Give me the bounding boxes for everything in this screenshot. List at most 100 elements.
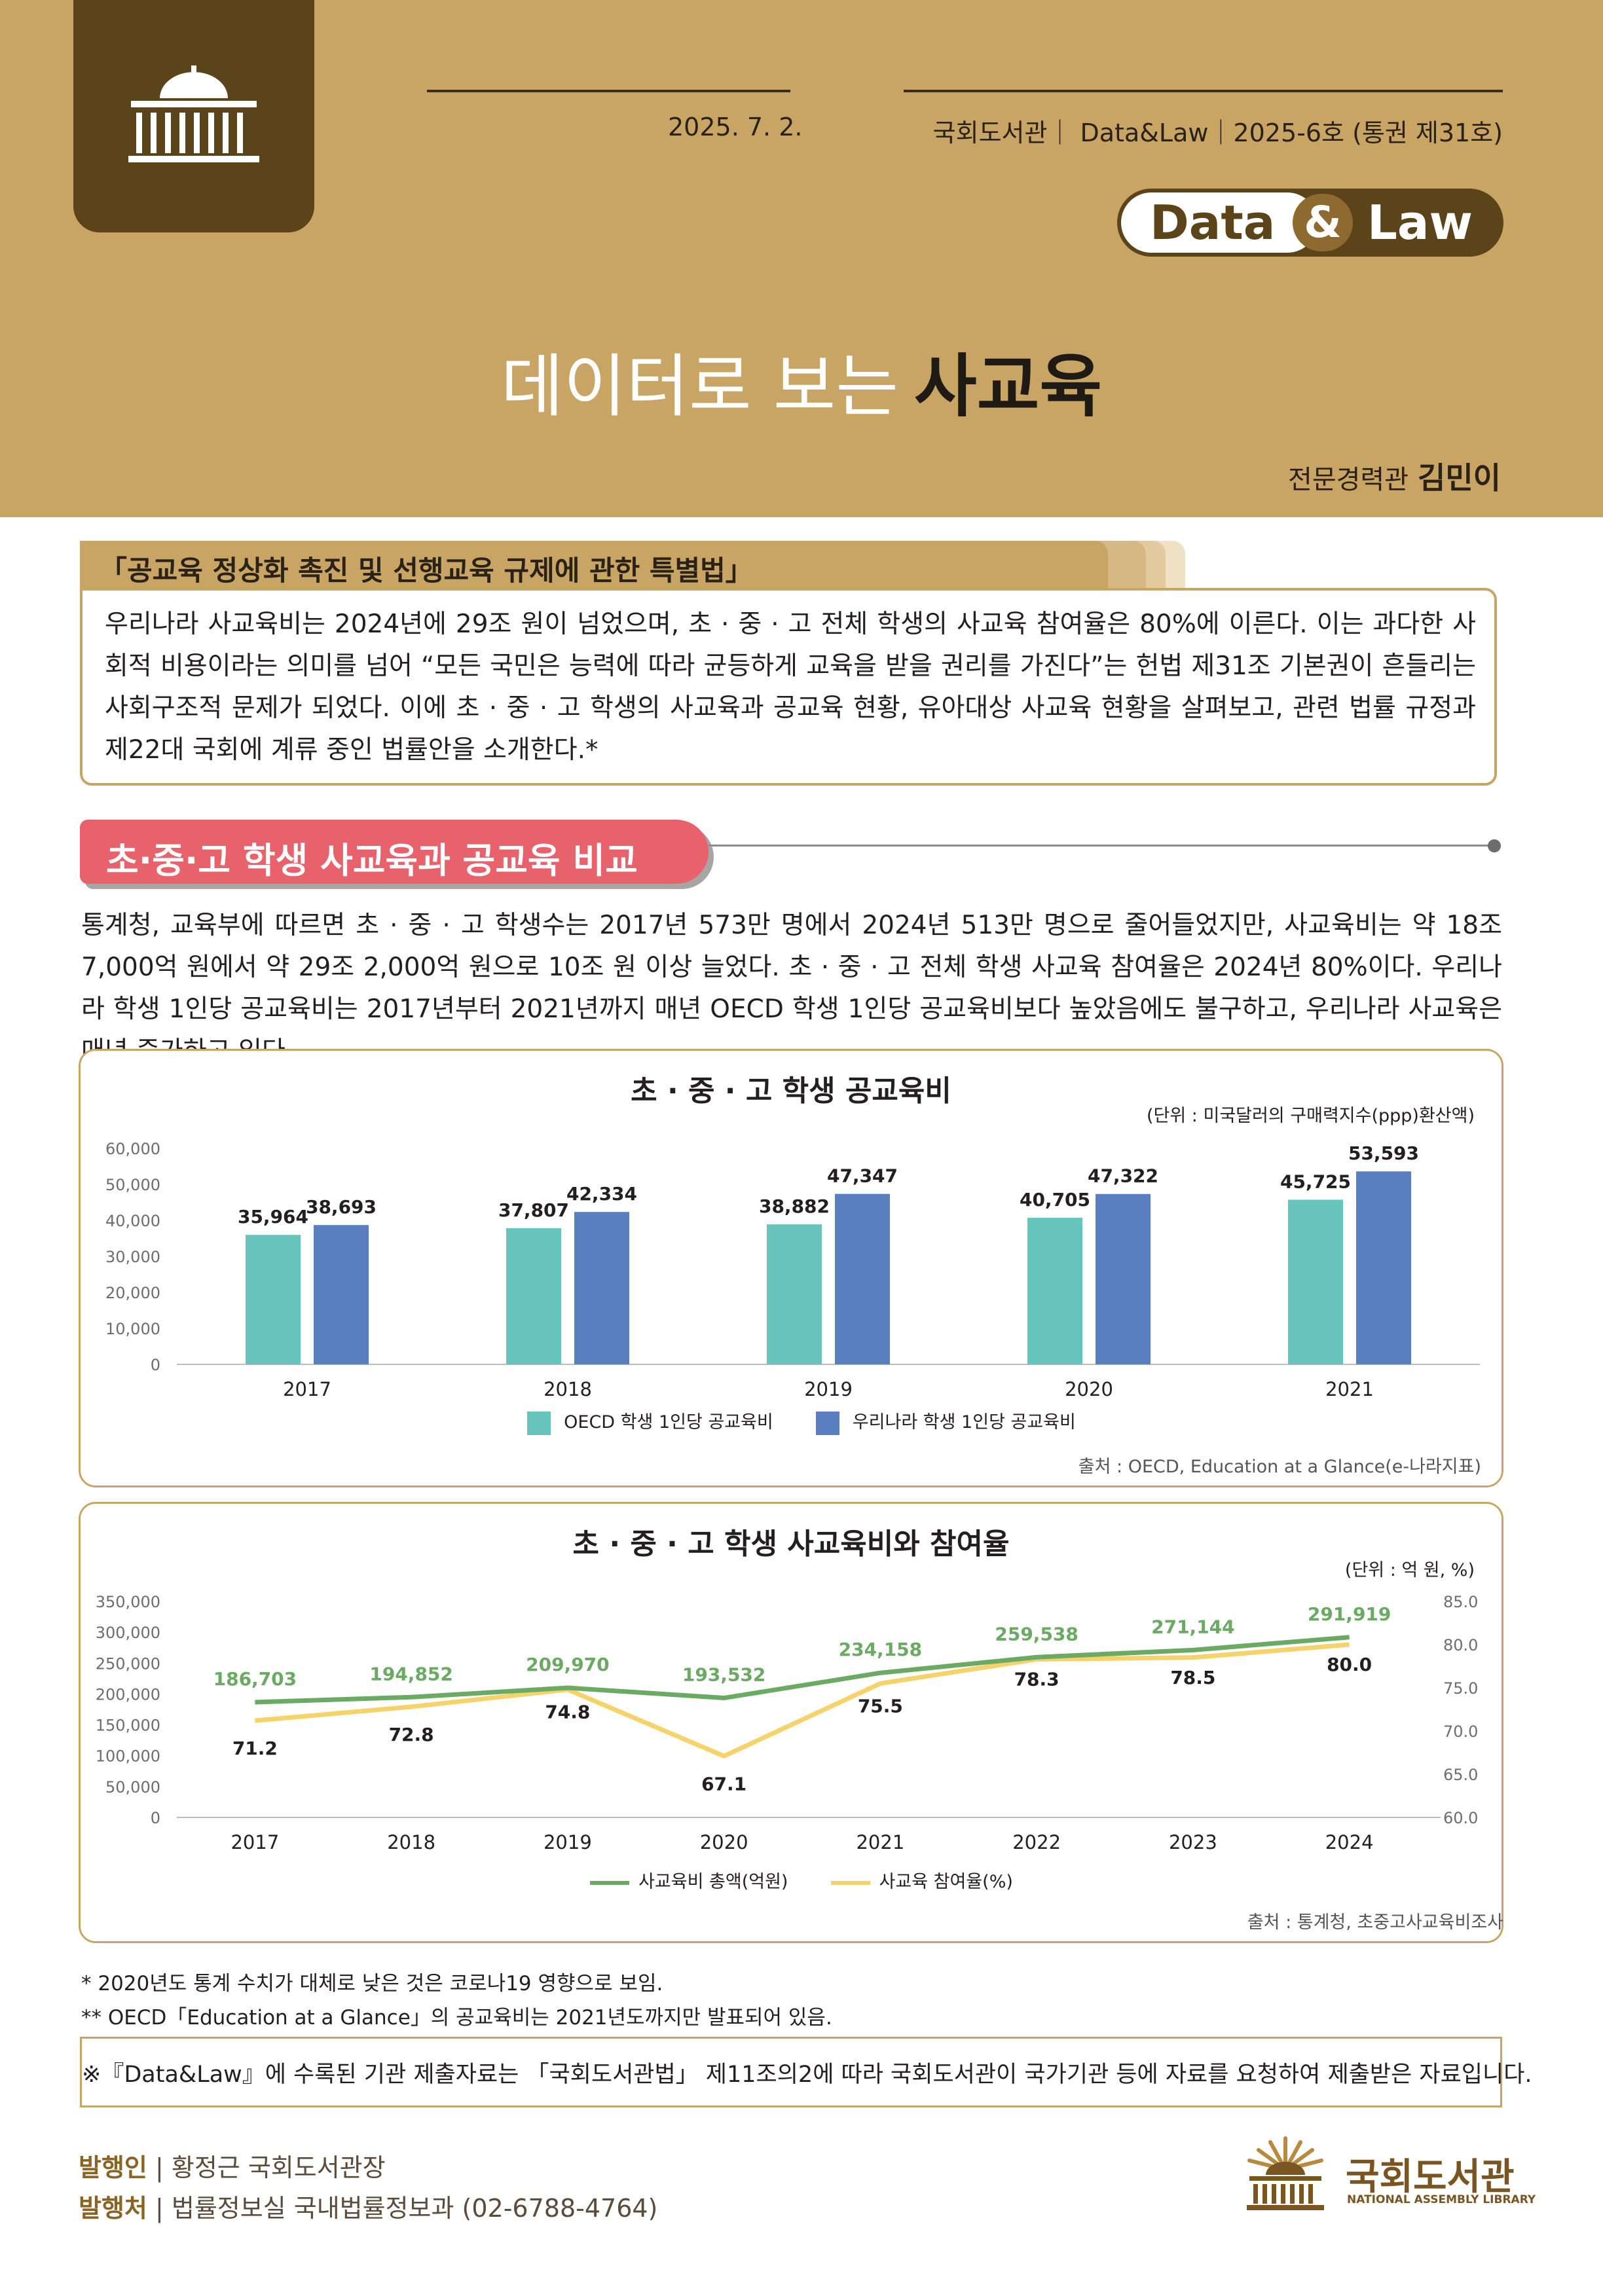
publisher-line: 발행인 | 황정근 국회도서관장 xyxy=(79,2153,386,2182)
law-box-text: 우리나라 사교육비는 2024년에 29조 원이 넘었으며, 초 · 중 · 고… xyxy=(105,610,1476,765)
chart2-xtick: 2017 xyxy=(230,1831,279,1853)
chart1-data-label: 37,807 xyxy=(498,1199,569,1221)
chart1-ytick: 0 xyxy=(151,1356,160,1374)
legend-total-label: 사교육비 총액(억원) xyxy=(638,1872,788,1892)
footnote-2: ** OECD「Education at a Glance」의 공교육비는 20… xyxy=(81,2006,832,2030)
chart2-series-total xyxy=(255,1635,1350,1705)
section-rule xyxy=(709,845,1494,847)
chart2-total-label: 259,538 xyxy=(995,1623,1078,1645)
section-body-text: 통계청, 교육부에 따르면 초 · 중 · 고 학생수는 2017년 573만 … xyxy=(81,911,1502,1066)
chart1-ytick: 60,000 xyxy=(105,1140,160,1158)
chart2-title: 초 · 중 · 고 학생 사교육비와 참여율 xyxy=(572,1527,1010,1561)
chart1-xtick: 2021 xyxy=(1325,1378,1374,1400)
chart2-total-label: 209,970 xyxy=(526,1654,610,1675)
chart1-data-label: 38,882 xyxy=(759,1195,830,1217)
chart2-total-label: 193,532 xyxy=(682,1664,766,1686)
chart2-ytick-left: 150,000 xyxy=(96,1717,160,1735)
chart1-bar xyxy=(767,1224,822,1364)
publication-info: 국회도서관｜ Data&Law｜2025-6호 (통권 제31호) xyxy=(932,118,1503,147)
chart1-bar xyxy=(314,1225,369,1364)
chart2-ytick-right: 75.0 xyxy=(1443,1679,1478,1698)
author-name: 김민이 xyxy=(1418,460,1501,496)
chart1-xtick: 2017 xyxy=(283,1378,331,1400)
chart1-data-label: 53,593 xyxy=(1348,1142,1419,1164)
chart1-ytick: 50,000 xyxy=(105,1176,160,1194)
chart2-rate-label: 80.0 xyxy=(1327,1654,1372,1675)
assembly-logo-tab xyxy=(73,0,314,232)
chart2-total-label: 186,703 xyxy=(213,1668,297,1690)
legend-oecd-swatch xyxy=(527,1411,551,1435)
chart1-data-label: 47,322 xyxy=(1088,1165,1158,1187)
chart1-bar xyxy=(1096,1194,1151,1364)
chart2-xtick: 2019 xyxy=(544,1831,592,1853)
chart2-xtick: 2024 xyxy=(1325,1831,1374,1853)
assembly-building-icon xyxy=(128,65,259,162)
header-rule-left xyxy=(427,90,790,92)
chart1-ytick: 40,000 xyxy=(105,1212,160,1230)
chart1-bar xyxy=(574,1212,629,1364)
chart1-xtick: 2020 xyxy=(1065,1378,1113,1400)
chart2-xtick: 2020 xyxy=(700,1831,748,1853)
chart1-bar xyxy=(506,1228,561,1364)
legend-korea: 우리나라 학생 1인당 공교육비 xyxy=(815,1411,1076,1435)
chart1-bar xyxy=(246,1235,301,1364)
badge-law: Law xyxy=(1367,195,1473,250)
chart1-data-label: 38,693 xyxy=(306,1196,377,1218)
chart1-bar xyxy=(1027,1218,1082,1364)
chart2-total-label: 271,144 xyxy=(1151,1616,1235,1637)
chart2-ytick-right: 80.0 xyxy=(1443,1636,1478,1654)
chart2-plot: 0 50,000 100,000 150,000 200,000 250,000 300,0… xyxy=(96,1593,1479,1853)
chart2-ytick-right: 60.0 xyxy=(1443,1809,1478,1827)
chart1-data-label: 40,705 xyxy=(1020,1189,1090,1211)
chart2-rate-label: 74.8 xyxy=(545,1702,590,1723)
publisher-name: 황정근 국회도서관장 xyxy=(171,2153,386,2182)
footnote-1: * 2020년도 통계 수치가 대체로 낮은 것은 코로나19 영향으로 보임. xyxy=(81,1972,663,1995)
chart1-data-label: 45,725 xyxy=(1280,1171,1351,1193)
chart2-xtick: 2021 xyxy=(856,1831,904,1853)
section-title: 초·중·고 학생 사교육과 공교육 비교 xyxy=(106,840,638,881)
legend-rate-line xyxy=(830,1880,870,1885)
chart1-data-label: 42,334 xyxy=(566,1183,637,1205)
legend-korea-swatch xyxy=(815,1411,839,1435)
title-light: 데이터로 보는 xyxy=(500,346,899,426)
chart1-xtick: 2019 xyxy=(804,1378,853,1400)
chart2-xtick: 2018 xyxy=(387,1831,435,1853)
chart2-total-label: 291,919 xyxy=(1308,1603,1391,1625)
chart1-bar xyxy=(1288,1199,1343,1364)
chart2-ytick-left: 50,000 xyxy=(105,1778,160,1796)
chart2-total-label: 234,158 xyxy=(839,1639,923,1660)
issuer-line: 발행처 | 법률정보실 국내법률정보과 (02-6788-4764) xyxy=(79,2194,658,2223)
author-role: 전문경력관 xyxy=(1288,465,1409,495)
notice-box: ※『Data&Law』에 수록된 기관 제출자료는 「국회도서관법」 제11조의… xyxy=(80,2037,1532,2107)
issue-date: 2025. 7. 2. xyxy=(668,113,803,141)
badge-data: Data xyxy=(1150,195,1276,250)
chart2-rate-label: 78.5 xyxy=(1170,1667,1215,1688)
chart1-bar xyxy=(835,1194,890,1364)
chart2-ytick-left: 200,000 xyxy=(96,1685,160,1704)
chart2-rate-label: 78.3 xyxy=(1014,1668,1059,1690)
legend-oecd-label: OECD 학생 1인당 공교육비 xyxy=(564,1412,773,1432)
data-law-badge: Data & Law xyxy=(1117,189,1503,257)
chart1-plot: 0 10,000 20,000 30,000 40,000 50,000 60,000 201… xyxy=(105,1140,1480,1400)
chart1-ytick: 20,000 xyxy=(105,1284,160,1302)
section-header: 초·중·고 학생 사교육과 공교육 비교 xyxy=(80,820,709,884)
chart2-rate-label: 67.1 xyxy=(701,1773,746,1795)
chart2-ytick-right: 65.0 xyxy=(1443,1766,1478,1784)
chart1-bar xyxy=(1356,1171,1411,1364)
chart2-unit: (단위 : 억 원, %) xyxy=(1344,1560,1475,1580)
library-name-english: NATIONAL ASSEMBLY LIBRARY xyxy=(1347,2193,1536,2206)
chart2-ytick-left: 350,000 xyxy=(96,1593,160,1611)
section-rule-dot xyxy=(1488,839,1501,852)
chart2-xtick: 2022 xyxy=(1012,1831,1061,1853)
chart2-rate-label: 75.5 xyxy=(858,1695,903,1717)
notice-text: ※『Data&Law』에 수록된 기관 제출자료는 「국회도서관법」 제11조의… xyxy=(82,2062,1532,2088)
chart1-legend: OECD 학생 1인당 공교육비 우리나라 학생 1인당 공교육비 xyxy=(0,1408,1603,1435)
author: 전문경력관 김민이 xyxy=(1288,454,1501,498)
chart2-legend: 사교육비 총액(억원) 사교육 참여율(%) xyxy=(0,1867,1603,1893)
chart1-ytick: 30,000 xyxy=(105,1248,160,1266)
law-tab: 「공교육 정상화 촉진 및 선행교육 규제에 관한 특별법」 xyxy=(80,541,1108,589)
law-box xyxy=(80,588,1497,786)
legend-oecd: OECD 학생 1인당 공교육비 xyxy=(527,1411,773,1435)
title-bold: 사교육 xyxy=(914,346,1103,426)
page-title: 데이터로 보는 사교육 xyxy=(0,331,1603,429)
